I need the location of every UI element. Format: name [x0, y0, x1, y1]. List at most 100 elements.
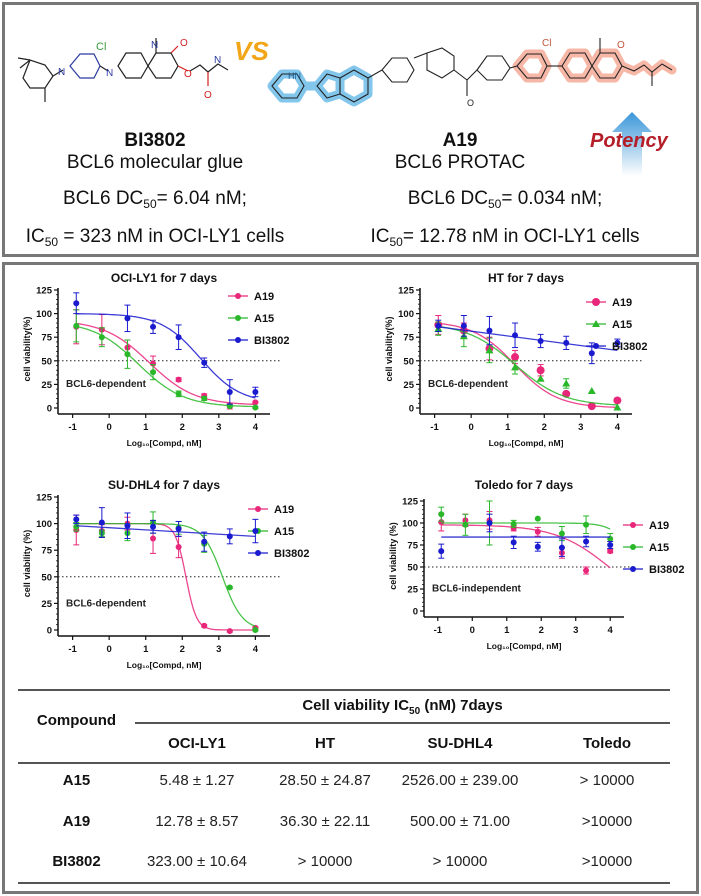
svg-text:O: O	[180, 38, 188, 49]
data-point-bi3802	[534, 543, 541, 550]
svg-text:N: N	[106, 68, 113, 79]
data-point-a19	[510, 525, 517, 532]
data-point-bi3802	[98, 519, 105, 526]
legend-marker	[630, 544, 636, 550]
legend-label-a19: A19	[612, 297, 632, 309]
data-point-bi3802	[486, 327, 493, 334]
y-tick-label: 125	[36, 493, 53, 504]
legend-marker	[630, 566, 636, 572]
chart-ht: HT for 7 days 0 25 50 75 100 125 -1 0 1 2 3 4 Log₁₀[C…	[384, 271, 647, 448]
y-tick-label: 0	[413, 607, 418, 618]
svg-text:O: O	[184, 69, 192, 80]
x-tick-label: 0	[469, 422, 474, 433]
fit-curve-bi3802	[76, 525, 256, 538]
data-point-a15	[226, 584, 233, 591]
bcl6-ligand-highlight	[512, 48, 677, 83]
data-point-a15	[73, 523, 80, 530]
data-point-a19	[252, 399, 259, 406]
data-point-a19	[175, 376, 182, 383]
legend-label-a15: A15	[612, 319, 632, 331]
data-point-bi3802	[460, 322, 467, 329]
table-cell: > 10000	[432, 853, 488, 870]
x-tick-label: 1	[505, 422, 511, 433]
x-tick-label: 1	[504, 625, 510, 636]
data-point-a15	[150, 369, 157, 376]
data-point-a19	[583, 567, 590, 574]
y-tick-label: 100	[398, 309, 414, 320]
data-point-a15	[438, 511, 445, 518]
column-header-oci-ly1: OCI-LY1	[168, 735, 226, 752]
data-point-a15	[587, 387, 596, 395]
data-point-bi3802	[588, 350, 595, 357]
data-point-a19	[150, 535, 157, 542]
fit-curve-a15	[438, 325, 618, 406]
table-cell: > 10000	[297, 853, 353, 870]
legend-label-a15: A15	[254, 313, 274, 325]
y-tick-label: 25	[403, 380, 414, 391]
data-point-bi3802	[175, 334, 182, 341]
x-tick-label: 4	[253, 422, 259, 433]
bi3802-dc50: BCL6 DC50= 6.04 nM;	[63, 188, 247, 211]
column-header-su-dhl4: SU-DHL4	[427, 735, 493, 752]
x-tick-label: 4	[608, 625, 614, 636]
table-cell: >10000	[581, 853, 633, 870]
chart-oci-ly1: OCI-LY1 for 7 days 0 25 50 75 100 125 -1 0 1 2 3 4 Lo…	[22, 271, 289, 448]
x-axis-label: Log₁₀[Compd, nM]	[127, 438, 202, 448]
x-tick-label: 2	[180, 422, 185, 433]
y-axis-label: cell viability (%)	[22, 530, 32, 598]
data-point-bi3802	[201, 359, 208, 366]
a19-name: A19	[442, 130, 478, 151]
data-point-a15	[175, 390, 182, 397]
fit-curve-a19	[441, 524, 611, 569]
legend-label-bi3802: BI3802	[612, 341, 647, 353]
data-point-a19	[226, 628, 233, 635]
chart-toledo: Toledo for 7 days 0 25 50 75 100 125 -1 0 1 2 3 4 Log…	[388, 478, 684, 651]
column-header-ht: HT	[315, 735, 335, 752]
table-cell: 500.00 ± 71.00	[410, 813, 510, 830]
fit-curve-a15	[441, 522, 611, 530]
y-axis-label: cell viability (%)	[388, 522, 398, 590]
x-axis-label: Log₁₀[Compd, nM]	[489, 438, 564, 448]
x-tick-label: 3	[216, 422, 221, 433]
chart-title: SU-DHL4 for 7 days	[108, 478, 220, 492]
potency-label: Potency	[590, 130, 668, 152]
y-tick-label: 50	[41, 572, 52, 583]
x-tick-label: -1	[434, 625, 443, 636]
data-point-a15	[613, 403, 622, 411]
fit-curve-a19	[438, 322, 618, 408]
svg-text:O: O	[467, 98, 474, 108]
row-compound-name: A15	[62, 772, 91, 789]
table-title: Cell viability IC50 (nM) 7days	[302, 697, 503, 717]
data-point-bi3802	[252, 528, 259, 535]
legend-label-a15: A15	[274, 526, 294, 538]
data-point-bi3802	[607, 542, 614, 548]
x-tick-label: 2	[542, 422, 547, 433]
bi3802-name: BI3802	[124, 130, 186, 151]
legend-label-a15: A15	[649, 542, 669, 554]
y-tick-label: 125	[402, 497, 419, 508]
data-point-bi3802	[614, 339, 621, 346]
data-point-a15	[252, 627, 259, 633]
column-header-toledo: Toledo	[582, 735, 632, 752]
legend-marker	[255, 550, 261, 556]
data-point-bi3802	[435, 322, 442, 329]
dependency-annotation: BCL6-dependent	[428, 379, 509, 390]
x-tick-label: 2	[180, 644, 185, 655]
y-tick-label: 100	[36, 519, 52, 530]
y-axis-label: cell viability(%)	[22, 316, 32, 381]
svg-text:N: N	[151, 40, 158, 51]
table-cell: 36.30 ± 22.11	[279, 813, 371, 830]
data-point-a15	[536, 374, 545, 382]
data-point-a15	[485, 346, 494, 354]
legend-marker	[592, 298, 600, 306]
data-point-bi3802	[124, 522, 131, 529]
table-cell: 323.00 ± 10.64	[147, 853, 247, 870]
legend-marker	[593, 343, 599, 349]
table-header-rule	[135, 722, 670, 724]
data-point-a15	[201, 395, 208, 402]
data-point-a15	[98, 334, 105, 341]
chart-title: Toledo for 7 days	[475, 478, 574, 492]
y-tick-label: 25	[407, 585, 418, 596]
vs-label: VS	[234, 36, 269, 66]
data-point-a15	[558, 530, 565, 537]
